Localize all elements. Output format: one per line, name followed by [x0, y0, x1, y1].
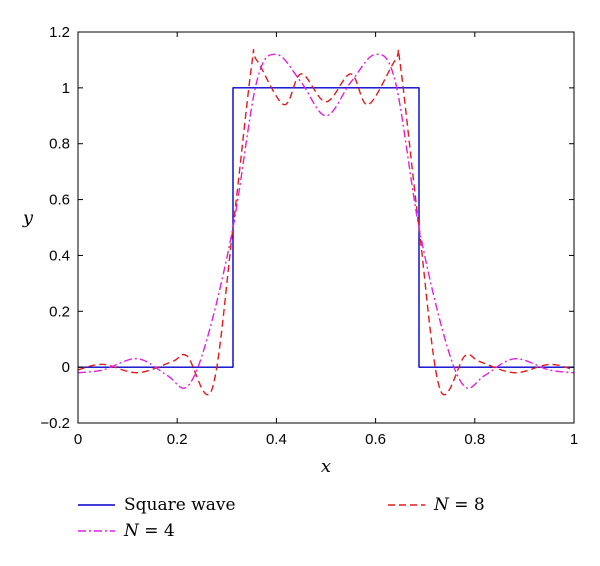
x-tick-label: 0.4: [266, 431, 287, 448]
y-tick-label: 0.8: [49, 136, 70, 153]
plot-frame: [77, 31, 575, 424]
y-tick-label: 0.6: [49, 192, 70, 209]
plot-lines: [77, 49, 575, 396]
legend-label-1: N = 8: [433, 495, 485, 515]
x-tick-label: 0.6: [365, 431, 386, 448]
y-tick-label: 0.4: [49, 247, 70, 264]
axis-ticks: 0 0.2 0.4 0.6 0.8 1−0.200.20.40.60.811.2: [40, 24, 578, 448]
legend-label-0: Square wave: [124, 495, 236, 515]
series-line-1: [77, 49, 575, 396]
series-line-2: [77, 53, 575, 389]
legend-label-2: N = 4: [123, 521, 175, 541]
x-tick-label: 1: [570, 431, 578, 448]
y-tick-label: 1.2: [49, 24, 70, 41]
series-line-0: [78, 87, 574, 368]
x-tick-label: 0.8: [464, 431, 485, 448]
x-tick-label: 0.2: [167, 431, 188, 448]
x-axis-label: x: [321, 456, 331, 477]
y-axis-label: y: [22, 208, 34, 229]
y-tick-label: 0: [62, 359, 70, 376]
y-tick-label: −0.2: [40, 415, 70, 432]
legend: Square wave N = 8 N = 4: [78, 495, 485, 541]
y-tick-label: 1: [62, 80, 70, 97]
x-tick-label: 0: [74, 431, 82, 448]
y-tick-label: 0.2: [49, 303, 70, 320]
